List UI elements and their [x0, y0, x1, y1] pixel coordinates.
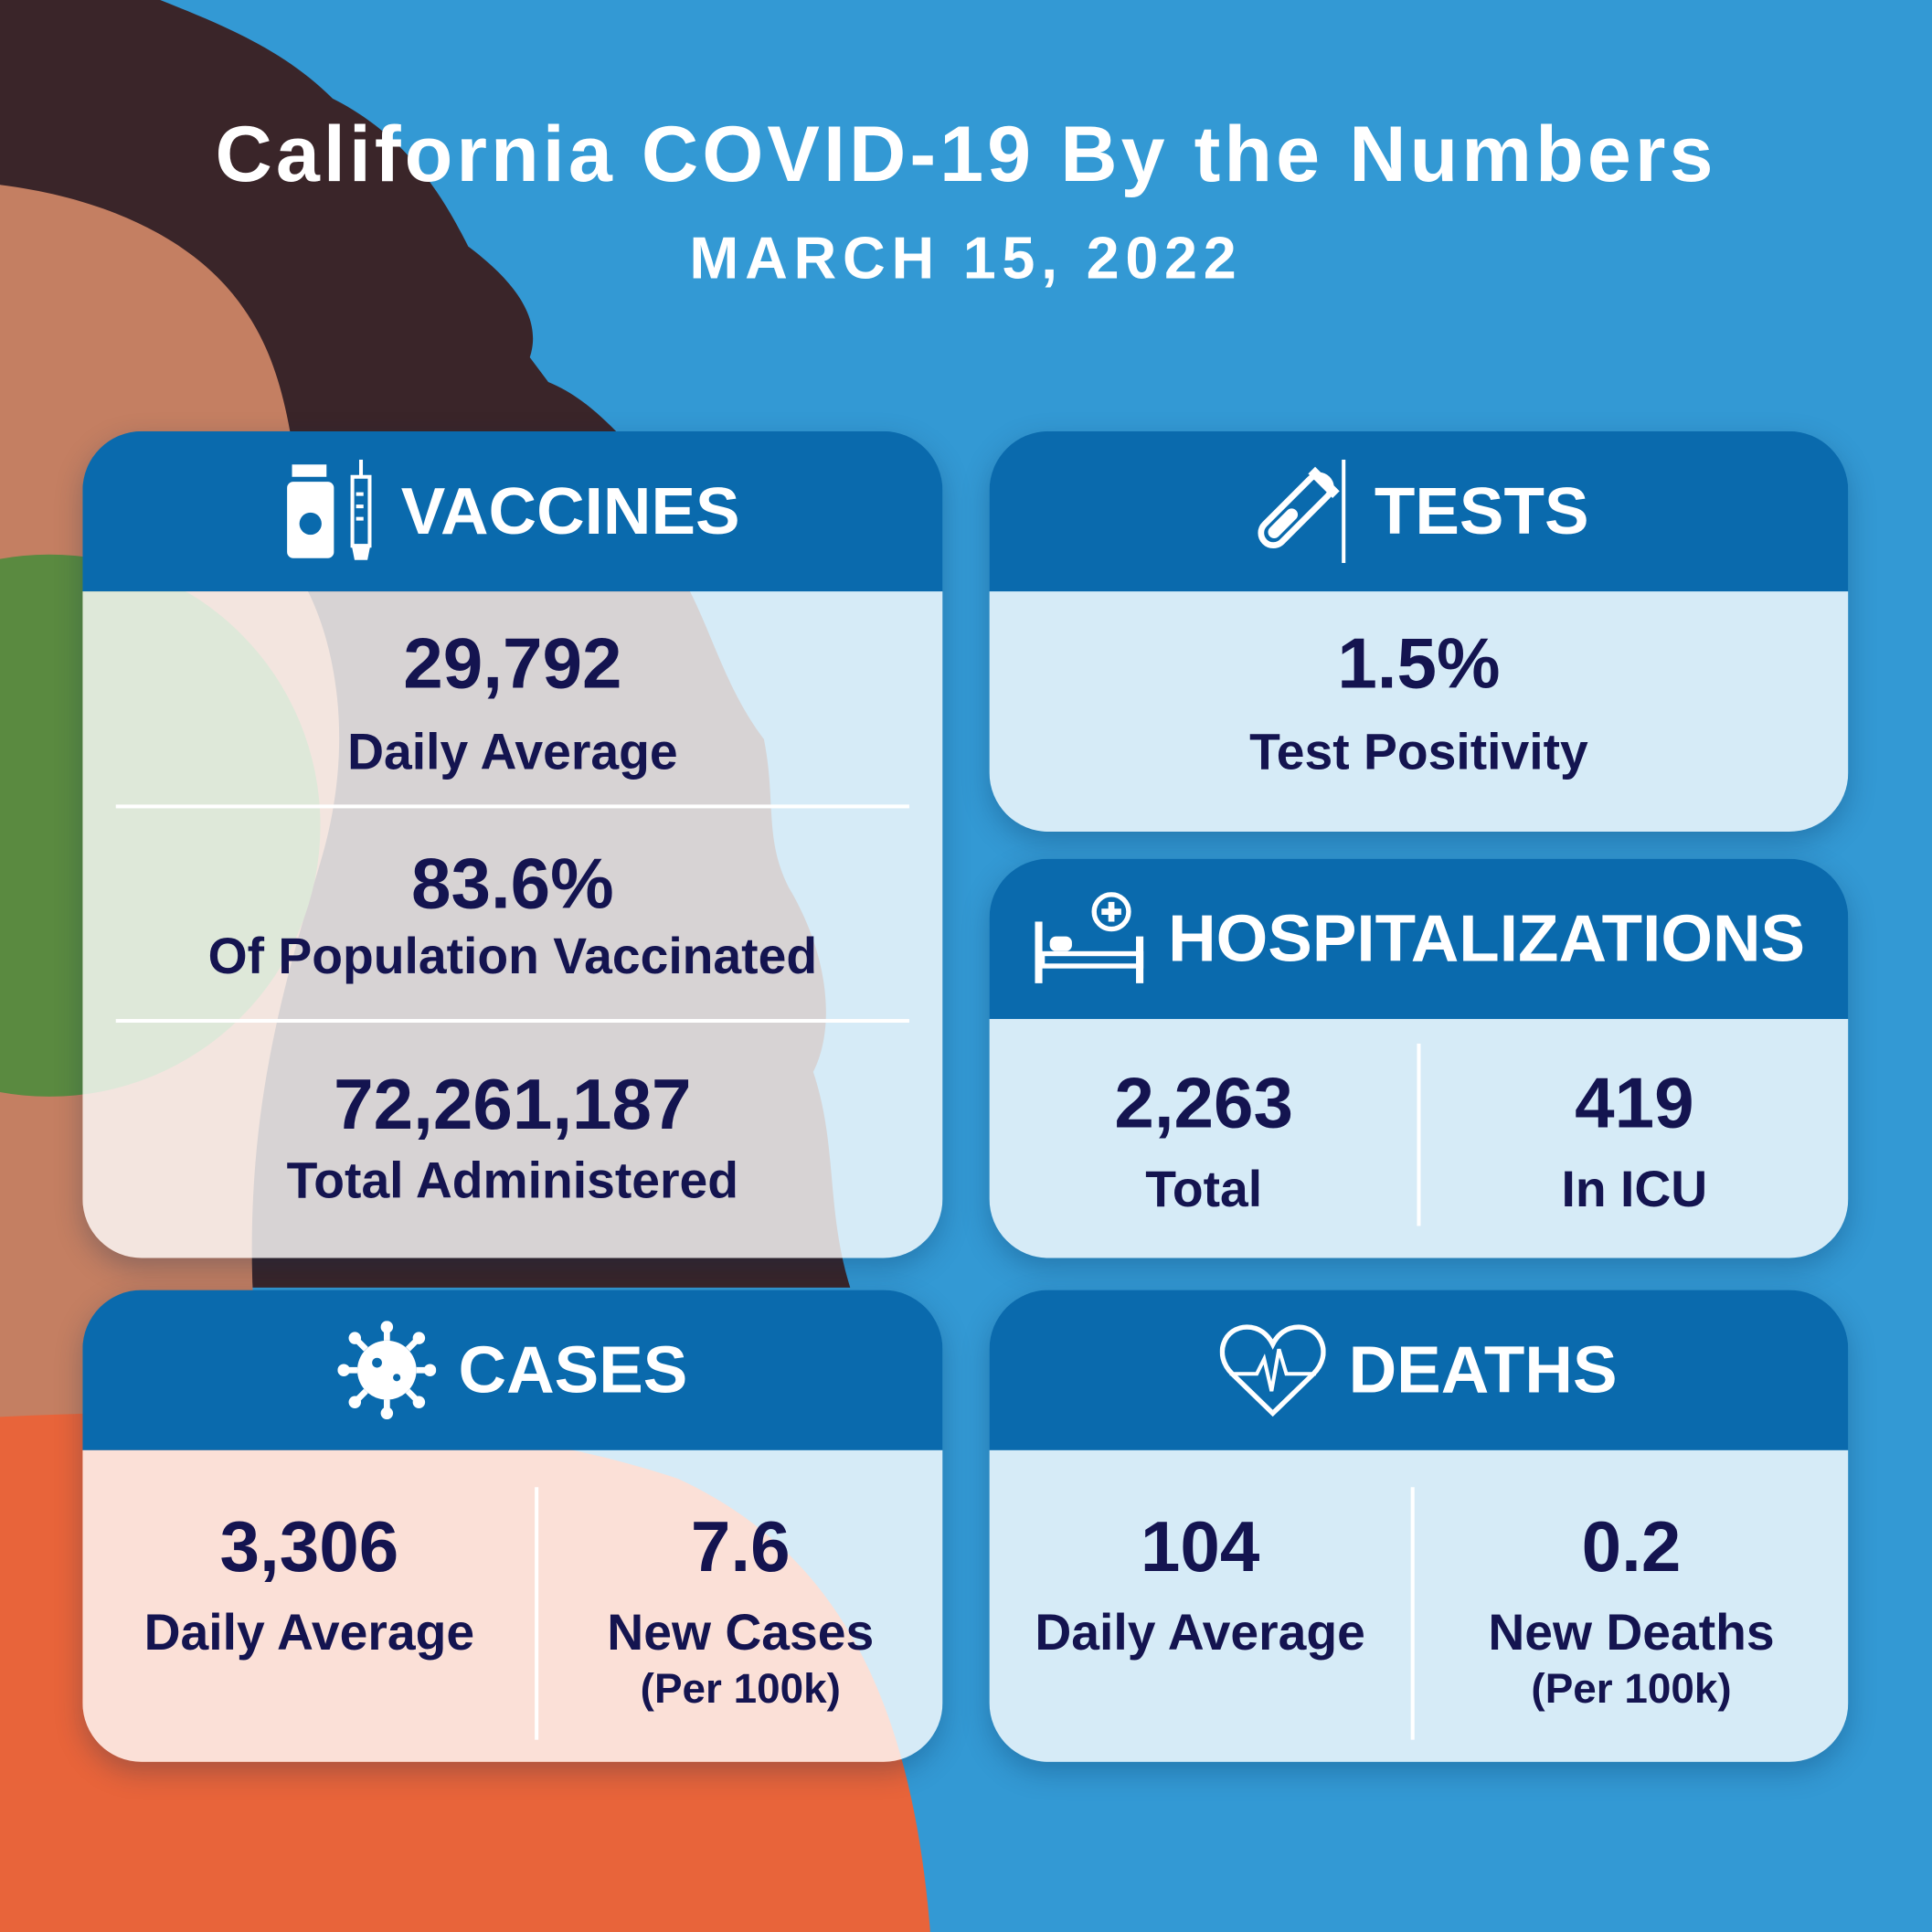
deaths-card: DEATHS 104 Daily Average 0.2 New Deaths …	[989, 1290, 1849, 1762]
divider	[115, 804, 909, 809]
page-date: MARCH 15, 2022	[689, 227, 1243, 292]
cases-heading: CASES	[458, 1332, 688, 1407]
deaths-header: DEATHS	[989, 1290, 1849, 1450]
vaccines-population-value: 83.6%	[410, 844, 614, 925]
hospitalizations-card: HOSPITALIZATIONS 2,263 Total 419 In ICU	[989, 858, 1849, 1258]
new-cases-value: 7.6	[690, 1506, 791, 1587]
test-tube-swab-icon	[1258, 459, 1346, 564]
vaccines-total-value: 72,261,187	[334, 1064, 692, 1145]
hospitalizations-body: 2,263 Total 419 In ICU	[989, 1018, 1849, 1258]
tests-heading: TESTS	[1374, 474, 1589, 548]
vaccines-header: VACCINES	[82, 430, 943, 592]
new-cases-per-100k: (Per 100k)	[640, 1665, 841, 1713]
hospitalizations-total-value: 2,263	[1114, 1063, 1294, 1144]
divider	[115, 1018, 909, 1024]
page-title: California COVID-19 By the Numbers	[215, 109, 1717, 199]
vaccine-vial-syringe-icon	[287, 459, 373, 560]
test-positivity-value: 1.5%	[1337, 623, 1501, 704]
hospitalizations-icu-value: 419	[1575, 1063, 1694, 1144]
divider	[1417, 1043, 1421, 1226]
tests-body: 1.5% Test Positivity	[989, 591, 1849, 833]
new-cases-label: New Cases	[607, 1604, 875, 1661]
cases-body: 3,306 Daily Average 7.6 New Cases (Per 1…	[82, 1449, 943, 1762]
vaccines-body: 29,792 Daily Average 83.6% Of Population…	[82, 591, 943, 1258]
vaccines-card: VACCINES 29,792 Daily Average 83.6% Of P…	[82, 430, 943, 1258]
virus-icon	[337, 1321, 437, 1420]
vaccines-daily-average-value: 29,792	[403, 623, 622, 704]
cases-daily-average-value: 3,306	[219, 1506, 399, 1587]
hospitalizations-header: HOSPITALIZATIONS	[989, 858, 1849, 1019]
vaccines-heading: VACCINES	[400, 474, 740, 548]
deaths-daily-average-label: Daily Average	[1035, 1604, 1365, 1661]
test-positivity-label: Test Positivity	[1249, 723, 1588, 780]
deaths-heading: DEATHS	[1348, 1332, 1618, 1407]
tests-header: TESTS	[989, 430, 1849, 592]
divider	[1410, 1487, 1415, 1740]
cases-header: CASES	[82, 1290, 943, 1450]
hospital-bed-icon	[1035, 892, 1144, 983]
hospitalizations-total-label: Total	[1145, 1161, 1263, 1218]
hospitalizations-heading: HOSPITALIZATIONS	[1168, 901, 1806, 976]
new-deaths-per-100k: (Per 100k)	[1531, 1665, 1732, 1713]
heart-pulse-icon	[1220, 1324, 1327, 1417]
new-deaths-value: 0.2	[1581, 1506, 1682, 1587]
tests-card: TESTS 1.5% Test Positivity	[989, 430, 1849, 833]
deaths-daily-average-value: 104	[1140, 1506, 1260, 1587]
hospitalizations-icu-label: In ICU	[1561, 1161, 1708, 1218]
vaccines-population-label: Of Population Vaccinated	[207, 928, 818, 985]
deaths-body: 104 Daily Average 0.2 New Deaths (Per 10…	[989, 1449, 1849, 1762]
cases-daily-average-label: Daily Average	[143, 1604, 475, 1661]
new-deaths-label: New Deaths	[1488, 1604, 1775, 1661]
vaccines-total-label: Total Administered	[286, 1152, 739, 1209]
vaccines-daily-average-label: Daily Average	[347, 723, 678, 780]
divider	[535, 1487, 539, 1740]
cases-card: CASES 3,306 Daily Average 7.6 New Cases …	[82, 1290, 943, 1762]
